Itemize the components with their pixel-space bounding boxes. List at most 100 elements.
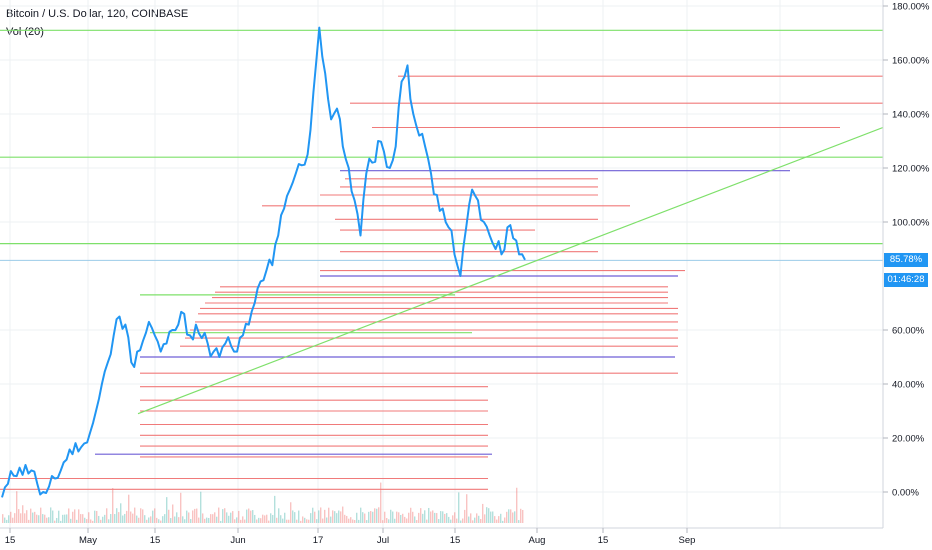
volume-bar xyxy=(238,510,240,523)
volume-bar xyxy=(212,514,214,523)
volume-bar xyxy=(404,516,406,523)
volume-bar xyxy=(376,508,378,523)
volume-bar xyxy=(78,509,80,523)
volume-bar xyxy=(446,513,448,523)
volume-bar xyxy=(264,515,266,523)
volume-bar xyxy=(408,512,410,523)
price-tick-label: 20.00% xyxy=(892,434,925,445)
volume-bar xyxy=(334,511,336,523)
volume-bar xyxy=(194,508,196,523)
volume-bar xyxy=(196,508,198,523)
volume-bar xyxy=(436,513,438,523)
volume-bar xyxy=(392,511,394,523)
volume-bar xyxy=(230,512,232,523)
volume-bar xyxy=(124,513,126,523)
volume-bar xyxy=(340,511,342,523)
volume-bar xyxy=(522,509,524,523)
volume-bar xyxy=(398,512,400,523)
volume-bar xyxy=(390,509,392,523)
volume-bar xyxy=(470,513,472,523)
volume-bar xyxy=(84,517,86,523)
volume-bar xyxy=(202,513,204,523)
volume-indicator-label[interactable]: Vol (20) xyxy=(6,26,44,38)
volume-bar xyxy=(256,519,258,523)
volume-bar xyxy=(476,513,478,523)
volume-bar xyxy=(508,509,510,523)
time-tick-label: 17 xyxy=(313,535,324,546)
volume-bar xyxy=(312,507,314,523)
volume-bar xyxy=(68,508,70,523)
volume-bar xyxy=(410,507,412,523)
volume-bar xyxy=(416,520,418,523)
volume-bar xyxy=(356,512,358,523)
symbol-title[interactable]: Bitcoin / U.S. Dollar, 120, COINBASE xyxy=(6,8,189,20)
volume-bar xyxy=(32,512,34,523)
volume-bar xyxy=(170,518,172,523)
volume-bar xyxy=(126,510,128,523)
volume-bar xyxy=(386,518,388,523)
volume-bar xyxy=(20,513,22,523)
volume-bar xyxy=(450,519,452,523)
ascending-trendline xyxy=(137,126,884,415)
volume-bar xyxy=(518,520,520,523)
volume-bar xyxy=(136,515,138,523)
volume-bar xyxy=(192,510,194,523)
volume-bar xyxy=(106,508,108,523)
volume-bar xyxy=(48,517,50,523)
volume-bar xyxy=(174,516,176,523)
horizontal-levels xyxy=(0,29,883,490)
volume-bar xyxy=(370,511,372,523)
volume-bar xyxy=(328,507,330,523)
volume-bar xyxy=(166,497,168,523)
volume-bar xyxy=(302,516,304,523)
volume-bar xyxy=(498,516,500,523)
price-tick-label: 120.00% xyxy=(892,164,930,175)
volume-bar xyxy=(56,517,58,523)
volume-bar xyxy=(372,511,374,523)
volume-bar xyxy=(374,508,376,523)
volume-bar xyxy=(316,519,318,523)
volume-bar xyxy=(466,494,468,523)
volume-bar xyxy=(512,512,514,523)
time-axis-labels: 15 May 15 Jun 17 Jul 15 Aug 15 Sep xyxy=(5,528,695,546)
volume-bar xyxy=(190,519,192,523)
volume-bar xyxy=(430,511,432,523)
volume-bar xyxy=(150,516,152,523)
volume-bar xyxy=(490,511,492,523)
volume-bar xyxy=(104,514,106,523)
volume-bar xyxy=(516,487,518,523)
volume-bar xyxy=(210,514,212,523)
volume-bar xyxy=(102,516,104,523)
volume-bar xyxy=(276,517,278,523)
volume-bar xyxy=(132,513,134,523)
volume-bar xyxy=(92,520,94,523)
volume-bar xyxy=(424,510,426,523)
volume-bar xyxy=(206,517,208,523)
volume-bar xyxy=(270,513,272,523)
volume-bar xyxy=(460,520,462,523)
volume-bar xyxy=(380,482,382,523)
volume-bar xyxy=(368,511,370,523)
time-tick-label: Jun xyxy=(230,535,245,546)
volume-bar xyxy=(514,511,516,523)
volume-bar xyxy=(14,513,16,523)
volume-bar xyxy=(360,507,362,523)
volume-bar xyxy=(472,520,474,523)
volume-bar xyxy=(158,519,160,523)
volume-bar xyxy=(342,506,344,523)
volume-bar xyxy=(24,513,26,523)
volume-bar xyxy=(440,511,442,523)
volume-bar xyxy=(304,517,306,523)
volume-bar xyxy=(138,517,140,523)
volume-bar xyxy=(444,513,446,523)
time-tick-label: May xyxy=(79,535,97,546)
volume-bar xyxy=(244,519,246,523)
volume-bar xyxy=(120,503,122,523)
volume-bar xyxy=(288,519,290,523)
volume-bar xyxy=(278,508,280,523)
volume-bar xyxy=(246,509,248,523)
volume-bar xyxy=(286,519,288,523)
price-series xyxy=(1,26,526,498)
volume-bar xyxy=(198,517,200,523)
